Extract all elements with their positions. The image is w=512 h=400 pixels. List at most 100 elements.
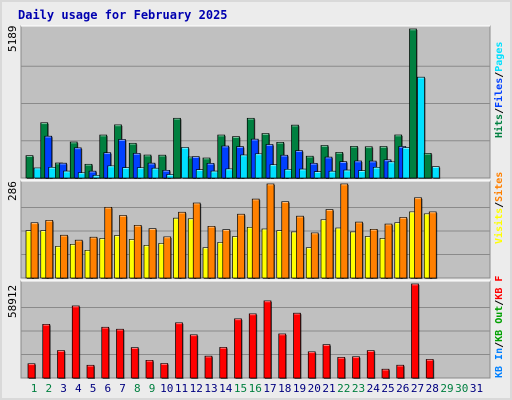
visits-sites-sites-bar-day-7 xyxy=(119,215,128,279)
hits-files-pages-files-bar-day-2 xyxy=(44,135,53,179)
day-label-23: 23 xyxy=(351,382,366,395)
day-label-19: 19 xyxy=(292,382,307,395)
hits-files-pages-files-bar-day-4 xyxy=(73,147,83,179)
kbytes-kb-f-bar-day-22 xyxy=(337,357,346,379)
visits-sites-sites-bar-day-18 xyxy=(281,201,290,279)
kbytes-kb-f-bar-day-3 xyxy=(57,350,66,379)
hits-files-pages-files-bar-day-17 xyxy=(265,144,274,179)
visits-sites-sites-bar-day-4 xyxy=(74,239,84,279)
kbytes-kb-f-bar-day-28 xyxy=(425,359,435,379)
day-label-29: 29 xyxy=(440,382,454,395)
visits-sites-sites-bar-day-19 xyxy=(296,215,305,279)
kbytes-kb-f-bar-day-12 xyxy=(189,334,199,379)
visits-sites-sites-bar-day-28 xyxy=(428,211,438,279)
day-label-3: 3 xyxy=(60,382,67,395)
kbytes-kb-f-bar-day-9 xyxy=(145,360,154,379)
visits-sites-sites-bar-day-6 xyxy=(104,206,113,279)
kbytes-kb-f-bar-day-20 xyxy=(307,351,317,379)
kbytes-kb-f-bar-day-4 xyxy=(71,305,81,379)
day-label-12: 12 xyxy=(189,382,203,395)
visits-sites-sites-bar-day-23 xyxy=(355,221,364,279)
day-label-11: 11 xyxy=(174,382,189,395)
hits-files-pages-files-bar-day-7 xyxy=(118,139,127,179)
hits-files-pages-files-bar-day-8 xyxy=(132,153,142,179)
visits-sites-sites-bar-day-27 xyxy=(414,197,423,279)
kbytes-kb-f-bar-day-21 xyxy=(322,344,331,379)
hits-files-pages-files-bar-day-18 xyxy=(280,154,289,179)
day-label-6: 6 xyxy=(104,382,112,395)
day-label-14: 14 xyxy=(219,382,233,395)
day-label-17: 17 xyxy=(263,382,277,395)
day-label-2: 2 xyxy=(45,382,53,395)
visits-sites-sites-bar-day-5 xyxy=(89,236,98,279)
visits-sites-sites-bar-day-16 xyxy=(251,198,261,279)
visits-sites-sites-bar-day-9 xyxy=(148,228,157,279)
hits-files-pages-files-bar-day-21 xyxy=(324,156,333,179)
kbytes-kb-f-bar-day-25 xyxy=(381,368,390,379)
day-label-20: 20 xyxy=(307,382,321,395)
visits-sites-sites-bar-day-26 xyxy=(399,217,408,279)
kbytes-kb-f-bar-day-14 xyxy=(219,347,228,379)
day-label-18: 18 xyxy=(278,382,292,395)
day-label-21: 21 xyxy=(322,382,336,395)
day-label-9: 9 xyxy=(148,382,156,395)
day-label-25: 25 xyxy=(381,382,395,395)
kbytes-kb-f-bar-day-18 xyxy=(278,333,287,379)
hits-files-pages-hits-bar-day-10 xyxy=(158,154,167,179)
hits-files-pages-files-bar-day-12 xyxy=(191,156,201,179)
day-label-13: 13 xyxy=(204,382,218,395)
visits-sites-sites-bar-day-15 xyxy=(237,213,246,279)
kbytes-kb-f-bar-day-1 xyxy=(27,363,36,379)
kbytes-kb-f-bar-day-17 xyxy=(263,300,272,379)
visits-sites-sites-bar-day-11 xyxy=(178,211,187,279)
visits-sites-sites-bar-day-12 xyxy=(192,202,202,279)
kbytes-kb-f-bar-day-24 xyxy=(366,350,376,379)
kbytes-kb-f-bar-day-5 xyxy=(86,364,95,379)
chart-title: Daily usage for February 2025 xyxy=(18,8,228,22)
visits-sites-sites-bar-day-2 xyxy=(45,220,54,279)
hits-files-pages-pages-bar-day-27 xyxy=(417,76,426,179)
kbytes-kb-f-bar-day-11 xyxy=(175,322,184,379)
visits-sites-sites-bar-day-24 xyxy=(369,229,379,279)
hits-files-pages-files-bar-day-14 xyxy=(221,145,230,179)
hits-files-pages-hits-bar-day-27 xyxy=(409,28,418,179)
day-label-16: 16 xyxy=(248,382,262,395)
hits-files-pages-hits-bar-day-28 xyxy=(423,153,433,179)
visits-sites-sites-bar-day-3 xyxy=(60,234,69,279)
kbytes-kb-f-bar-day-16 xyxy=(248,313,258,379)
kbytes-kb-f-bar-day-23 xyxy=(352,356,361,379)
hits-files-pages-hits-bar-day-11 xyxy=(173,117,182,179)
day-label-5: 5 xyxy=(89,382,97,395)
hits-files-pages-files-bar-day-19 xyxy=(295,150,304,179)
visits-sites-sites-bar-day-14 xyxy=(222,229,231,279)
visits-sites-sites-bar-day-21 xyxy=(325,209,334,279)
day-label-8: 8 xyxy=(133,382,141,395)
kbytes-kb-f-bar-day-13 xyxy=(204,355,213,379)
hits-files-pages-pages-bar-day-28 xyxy=(431,166,441,179)
day-label-22: 22 xyxy=(337,382,351,395)
day-label-7: 7 xyxy=(119,382,126,395)
day-label-28: 28 xyxy=(425,382,439,395)
day-label-24: 24 xyxy=(366,382,380,395)
day-label-15: 15 xyxy=(233,382,248,395)
visits-sites-sites-bar-day-25 xyxy=(384,223,393,279)
visits-sites-sites-bar-day-10 xyxy=(163,236,172,279)
kbytes-kb-f-bar-day-27 xyxy=(411,283,420,379)
kbytes-kb-f-bar-day-15 xyxy=(234,318,243,379)
kbytes-kb-f-bar-day-8 xyxy=(130,347,140,379)
visits-sites-sites-bar-day-22 xyxy=(340,183,349,279)
day-label-1: 1 xyxy=(30,382,38,395)
day-label-31: 31 xyxy=(469,382,484,395)
visits-sites-sites-bar-day-17 xyxy=(266,183,275,279)
visits-sites-sites-bar-day-1 xyxy=(30,222,39,279)
kbytes-kb-f-bar-day-26 xyxy=(396,364,405,379)
day-label-26: 26 xyxy=(396,382,410,395)
kbytes-kb-f-bar-day-7 xyxy=(116,328,125,379)
day-label-4: 4 xyxy=(74,382,82,395)
hits-files-pages-hits-bar-day-1 xyxy=(25,155,34,179)
kbytes-kb-f-bar-day-10 xyxy=(160,363,169,379)
visits-sites-sites-bar-day-13 xyxy=(207,226,216,279)
day-label-10: 10 xyxy=(160,382,174,395)
day-label-27: 27 xyxy=(410,382,425,395)
